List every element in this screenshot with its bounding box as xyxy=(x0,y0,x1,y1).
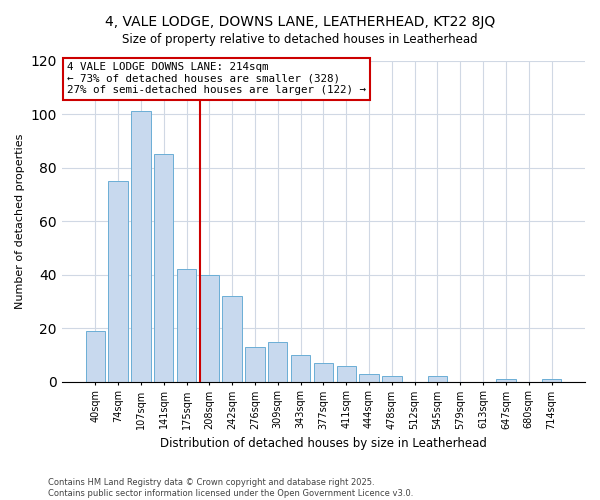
Text: 4, VALE LODGE, DOWNS LANE, LEATHERHEAD, KT22 8JQ: 4, VALE LODGE, DOWNS LANE, LEATHERHEAD, … xyxy=(105,15,495,29)
Bar xyxy=(177,269,196,382)
Bar xyxy=(291,355,310,382)
Bar xyxy=(359,374,379,382)
Text: 4 VALE LODGE DOWNS LANE: 214sqm
← 73% of detached houses are smaller (328)
27% o: 4 VALE LODGE DOWNS LANE: 214sqm ← 73% of… xyxy=(67,62,366,96)
Text: Size of property relative to detached houses in Leatherhead: Size of property relative to detached ho… xyxy=(122,32,478,46)
Bar xyxy=(268,342,287,382)
Bar xyxy=(542,379,561,382)
Bar xyxy=(131,112,151,382)
Bar xyxy=(314,363,333,382)
Bar xyxy=(154,154,173,382)
Bar xyxy=(428,376,447,382)
X-axis label: Distribution of detached houses by size in Leatherhead: Distribution of detached houses by size … xyxy=(160,437,487,450)
Bar xyxy=(245,347,265,382)
Y-axis label: Number of detached properties: Number of detached properties xyxy=(15,134,25,309)
Bar xyxy=(496,379,515,382)
Bar xyxy=(200,274,219,382)
Bar xyxy=(109,181,128,382)
Bar xyxy=(337,366,356,382)
Bar xyxy=(86,331,105,382)
Bar xyxy=(382,376,401,382)
Bar xyxy=(223,296,242,382)
Text: Contains HM Land Registry data © Crown copyright and database right 2025.
Contai: Contains HM Land Registry data © Crown c… xyxy=(48,478,413,498)
